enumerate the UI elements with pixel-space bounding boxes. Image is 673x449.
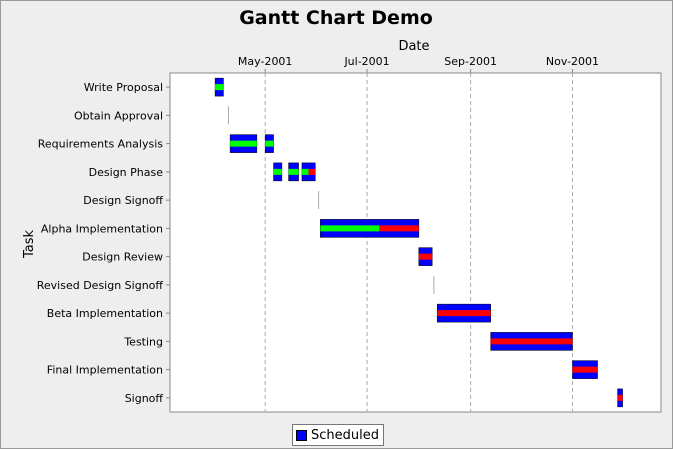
x-tick-label: Nov-2001: [546, 55, 599, 68]
progress-remaining: [617, 394, 623, 401]
task-label: Revised Design Signoff: [37, 279, 164, 292]
task-label: Testing: [123, 335, 163, 348]
legend-label-scheduled: Scheduled: [311, 427, 379, 443]
progress-remaining: [572, 366, 598, 373]
task-label: Obtain Approval: [74, 109, 163, 122]
progress-remaining: [379, 225, 419, 232]
task-label: Design Phase: [89, 166, 164, 179]
progress-remaining: [418, 253, 433, 260]
x-tick-label: Sep-2001: [444, 55, 497, 68]
x-tick-label: May-2001: [238, 55, 293, 68]
progress-complete: [265, 140, 274, 147]
task-label: Final Implementation: [47, 364, 163, 377]
task-label: Signoff: [125, 392, 164, 405]
task-label: Design Review: [82, 251, 163, 264]
y-axis-label: Task: [22, 230, 37, 260]
progress-remaining: [308, 168, 316, 175]
x-axis-label: Date: [398, 39, 429, 54]
task-label: Beta Implementation: [47, 307, 163, 320]
chart-title: Gantt Chart Demo: [239, 7, 433, 29]
x-axis-ticks: May-2001 Jul-2001 Sep-2001 Nov-2001: [238, 55, 599, 73]
progress-complete: [320, 225, 380, 232]
x-tick-label: Jul-2001: [343, 55, 389, 68]
legend-swatch-scheduled: [296, 429, 307, 441]
task-label: Design Signoff: [83, 194, 163, 207]
progress-complete: [215, 84, 224, 91]
plot-area: [169, 72, 662, 413]
legend: Scheduled: [292, 424, 384, 446]
progress-remaining: [437, 310, 491, 317]
y-axis-ticks: Write Proposal Obtain Approval Requirement…: [37, 81, 170, 405]
task-label: Requirements Analysis: [38, 138, 164, 151]
task-label: Write Proposal: [84, 81, 163, 94]
task-bars: [214, 77, 623, 408]
progress-complete: [230, 140, 257, 147]
progress-complete: [301, 168, 309, 175]
progress-remaining: [490, 338, 573, 345]
progress-complete: [273, 168, 282, 175]
progress-complete: [288, 168, 299, 175]
grid-lines: [264, 73, 573, 412]
task-label: Alpha Implementation: [41, 222, 163, 235]
